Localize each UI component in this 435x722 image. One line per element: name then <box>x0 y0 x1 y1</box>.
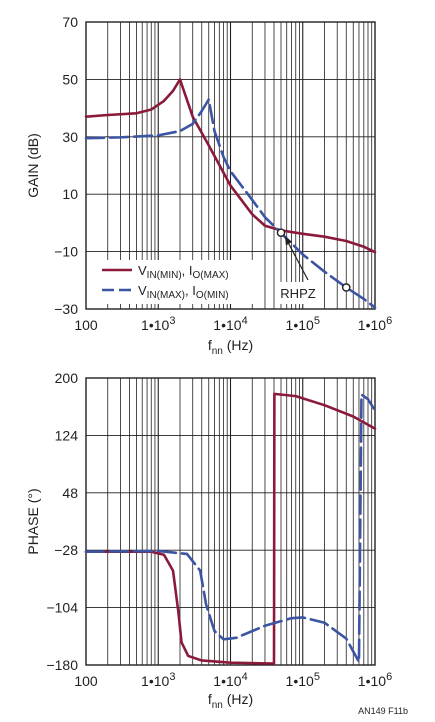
series-line-vin-max <box>84 393 377 664</box>
x-tick-label: 1•104 <box>213 315 247 333</box>
x-axis-label: fnn (Hz) <box>208 691 253 711</box>
y-tick-label: 48 <box>62 485 78 501</box>
legend-label: VIN(MAX), IO(MIN) <box>138 283 229 301</box>
y-axis-label: GAIN (dB) <box>25 133 41 198</box>
x-tick-label: 1•103 <box>141 671 175 689</box>
x-tick-label: 100 <box>74 317 98 333</box>
series-line-vin-min <box>84 78 377 254</box>
series-line-vin-min <box>84 392 377 665</box>
x-axis-label: fnn (Hz) <box>208 337 253 357</box>
y-tick-label: −28 <box>54 542 78 558</box>
y-tick-label: −180 <box>46 657 78 673</box>
y-tick-label: 50 <box>62 71 78 87</box>
x-tick-label: 1•104 <box>213 671 247 689</box>
legend-label: VIN(MIN), IO(MAX) <box>138 263 229 281</box>
x-tick-label: 1•106 <box>358 315 392 333</box>
x-tick-label: 1•105 <box>286 671 320 689</box>
y-tick-label: 10 <box>62 186 78 202</box>
y-tick-label: −30 <box>54 301 78 317</box>
x-tick-label: 1•106 <box>358 671 392 689</box>
x-tick-label: 1•105 <box>286 315 320 333</box>
annotation-arrow <box>284 236 309 281</box>
figure-code: AN149 F11b <box>358 706 408 716</box>
rhpz-marker <box>276 228 286 237</box>
series-line-vin-max <box>84 98 377 309</box>
legend-box <box>96 260 264 304</box>
y-tick-label: 124 <box>55 427 79 443</box>
phase-chart: −180 −104 −28 48 124 200 100 1•103 1•104 1•105 1•1… <box>25 370 392 711</box>
annotation-bg <box>276 282 320 304</box>
x-tick-label: 1•103 <box>141 315 175 333</box>
plot-frame <box>85 377 376 666</box>
y-tick-label: −10 <box>54 244 78 260</box>
rhpz-annotation: RHPZ <box>280 286 315 301</box>
y-tick-label: 70 <box>62 14 78 30</box>
y-tick-label: 30 <box>62 129 78 145</box>
y-tick-label: 200 <box>55 370 79 386</box>
gain-chart: −30 −10 10 30 50 70 100 1•103 1•104 1•105 1•106 fnn… <box>25 14 392 357</box>
annotation-arrowhead <box>285 236 293 246</box>
y-tick-label: −104 <box>46 600 78 616</box>
x-tick-label: 100 <box>74 673 98 689</box>
rhpz-marker <box>341 283 351 292</box>
y-axis-label: PHASE (°) <box>25 488 41 554</box>
plot-frame <box>85 21 376 310</box>
